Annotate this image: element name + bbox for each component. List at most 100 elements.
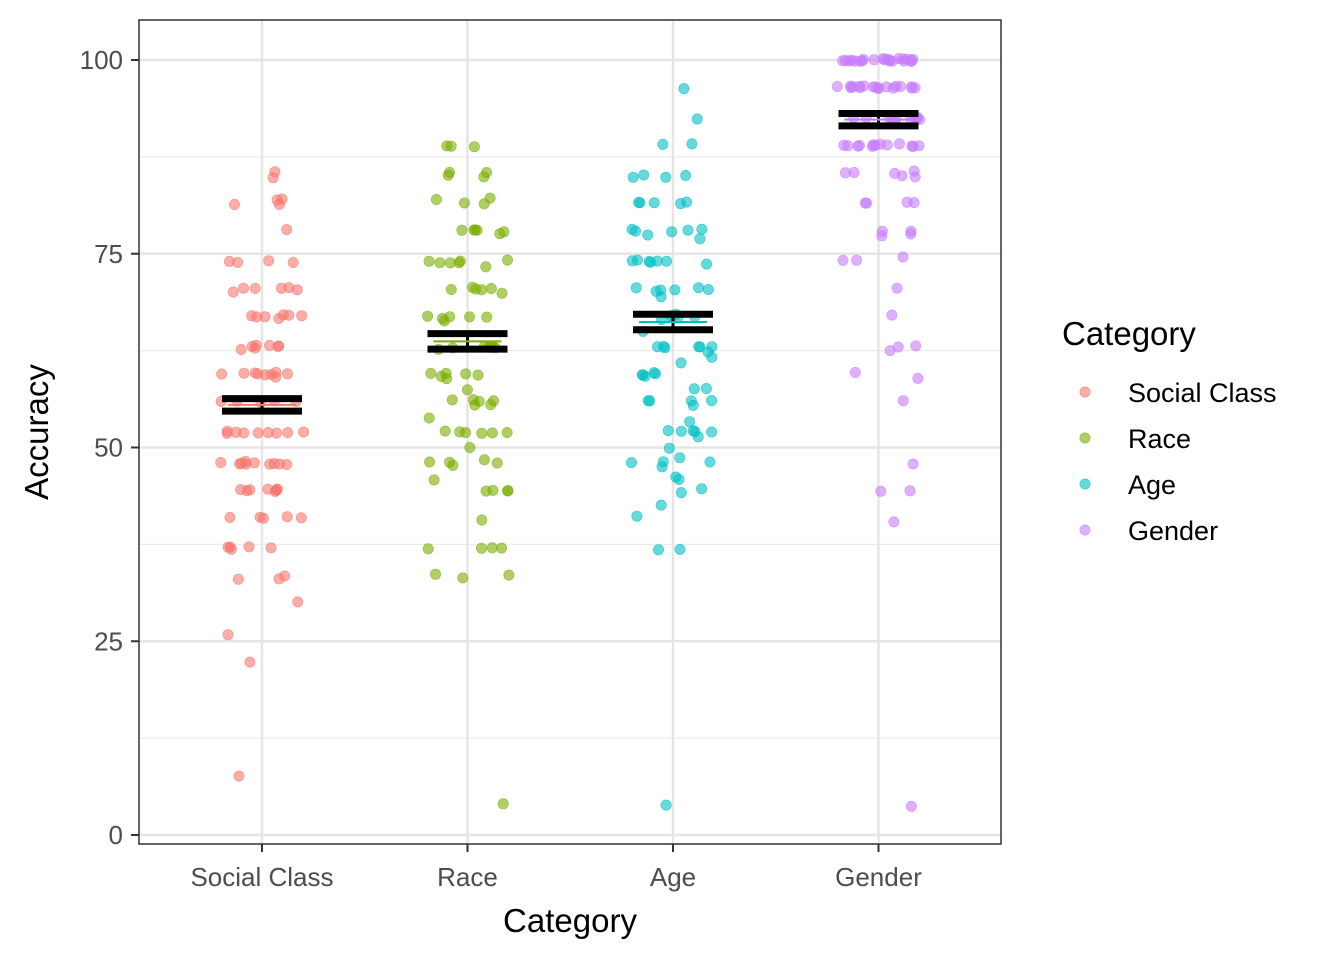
data-point <box>476 514 488 526</box>
data-point <box>680 170 692 182</box>
data-point <box>444 257 456 269</box>
data-point <box>845 82 857 94</box>
data-point <box>674 452 686 464</box>
data-point <box>648 197 660 209</box>
y-axis-title: Accuracy <box>18 364 55 500</box>
data-point <box>670 471 682 483</box>
data-point <box>460 368 472 380</box>
data-point <box>430 194 442 206</box>
data-point <box>464 441 476 453</box>
data-point <box>893 138 905 150</box>
data-point <box>908 197 920 209</box>
data-point <box>496 287 508 299</box>
data-point <box>282 427 294 439</box>
data-point <box>469 399 481 411</box>
data-point <box>896 170 908 182</box>
data-point <box>215 456 227 468</box>
y-tick-label: 100 <box>80 45 123 75</box>
data-point <box>674 543 686 555</box>
data-point <box>642 229 654 241</box>
data-point <box>424 456 436 468</box>
data-point <box>630 282 642 294</box>
data-point <box>244 484 256 496</box>
data-point <box>422 310 434 322</box>
data-point <box>456 224 468 236</box>
data-point <box>273 312 285 324</box>
data-point <box>656 461 668 473</box>
data-point <box>446 394 458 406</box>
data-point <box>706 395 718 407</box>
data-point <box>652 544 664 556</box>
data-point <box>486 427 498 439</box>
data-point <box>702 283 714 295</box>
x-tick-label: Gender <box>835 862 922 892</box>
data-point <box>897 251 909 263</box>
data-point <box>292 596 304 608</box>
data-point <box>481 311 493 323</box>
data-point <box>907 141 919 153</box>
data-point <box>497 798 509 810</box>
legend-label: Social Class <box>1128 378 1277 408</box>
data-point <box>485 282 497 294</box>
legend-label: Race <box>1128 424 1191 454</box>
data-point <box>281 511 293 523</box>
data-point <box>905 55 917 67</box>
data-point <box>839 167 851 179</box>
data-point <box>701 258 713 270</box>
data-point <box>884 345 896 357</box>
data-point <box>485 399 497 411</box>
data-point <box>625 457 637 469</box>
data-point <box>861 197 873 209</box>
data-point <box>295 512 307 524</box>
data-point <box>837 254 849 266</box>
data-point <box>428 474 440 486</box>
data-point <box>631 510 643 522</box>
data-point <box>233 770 245 782</box>
data-point <box>627 171 639 183</box>
data-point <box>906 82 918 94</box>
data-point <box>853 140 865 152</box>
data-point <box>252 368 264 380</box>
data-point <box>634 197 646 209</box>
data-point <box>691 113 703 125</box>
data-point <box>651 255 663 267</box>
data-point <box>694 341 706 353</box>
data-point <box>460 427 472 439</box>
data-point <box>704 456 716 468</box>
plot-panel-border <box>138 19 1002 845</box>
data-point <box>687 399 699 411</box>
data-point <box>454 255 466 267</box>
data-point <box>472 369 484 381</box>
data-point <box>268 458 280 470</box>
data-point <box>216 368 228 380</box>
data-point <box>491 457 503 469</box>
data-point <box>657 138 669 150</box>
data-point <box>658 340 670 352</box>
data-point <box>265 542 277 554</box>
x-tick-label: Race <box>437 862 498 892</box>
data-point <box>888 516 900 528</box>
data-point <box>838 139 850 151</box>
data-point <box>281 368 293 380</box>
data-point <box>475 542 487 554</box>
data-point <box>666 226 678 238</box>
data-point <box>907 458 919 470</box>
data-point <box>259 311 271 323</box>
data-point <box>891 282 903 294</box>
data-point <box>429 568 441 580</box>
data-point <box>235 457 247 469</box>
y-tick-label: 0 <box>109 820 123 850</box>
data-point <box>494 228 506 240</box>
data-point <box>912 372 924 384</box>
data-point <box>660 255 672 267</box>
data-point <box>910 340 922 352</box>
data-point <box>434 257 446 269</box>
data-point <box>638 169 650 181</box>
data-point <box>423 412 435 424</box>
data-point <box>904 485 916 497</box>
data-point <box>655 499 667 511</box>
data-point <box>897 395 909 407</box>
x-tick-label: Age <box>650 862 696 892</box>
data-point <box>235 484 247 496</box>
